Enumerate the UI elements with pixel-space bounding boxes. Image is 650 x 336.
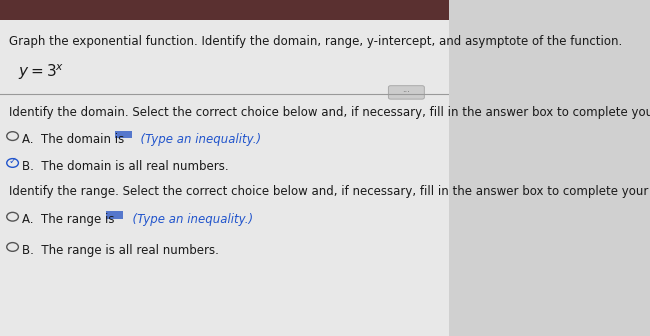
FancyBboxPatch shape (389, 86, 424, 99)
Text: B.  The domain is all real numbers.: B. The domain is all real numbers. (23, 160, 229, 173)
FancyBboxPatch shape (0, 20, 449, 336)
Text: (Type an inequality.): (Type an inequality.) (133, 133, 261, 146)
FancyBboxPatch shape (0, 0, 449, 20)
Text: A.  The domain is: A. The domain is (23, 133, 125, 146)
FancyBboxPatch shape (106, 211, 123, 219)
Text: ···: ··· (402, 88, 410, 97)
Text: Identify the domain. Select the correct choice below and, if necessary, fill in : Identify the domain. Select the correct … (9, 106, 650, 119)
Text: Identify the range. Select the correct choice below and, if necessary, fill in t: Identify the range. Select the correct c… (9, 185, 650, 198)
Text: A.  The range is: A. The range is (23, 213, 115, 226)
Text: Graph the exponential function. Identify the domain, range, y-intercept, and asy: Graph the exponential function. Identify… (9, 35, 622, 48)
Text: ✓: ✓ (8, 156, 17, 166)
Text: $y=3^x$: $y=3^x$ (18, 62, 64, 82)
FancyBboxPatch shape (114, 131, 131, 138)
Text: B.  The range is all real numbers.: B. The range is all real numbers. (23, 244, 219, 257)
Text: (Type an inequality.): (Type an inequality.) (125, 213, 253, 226)
